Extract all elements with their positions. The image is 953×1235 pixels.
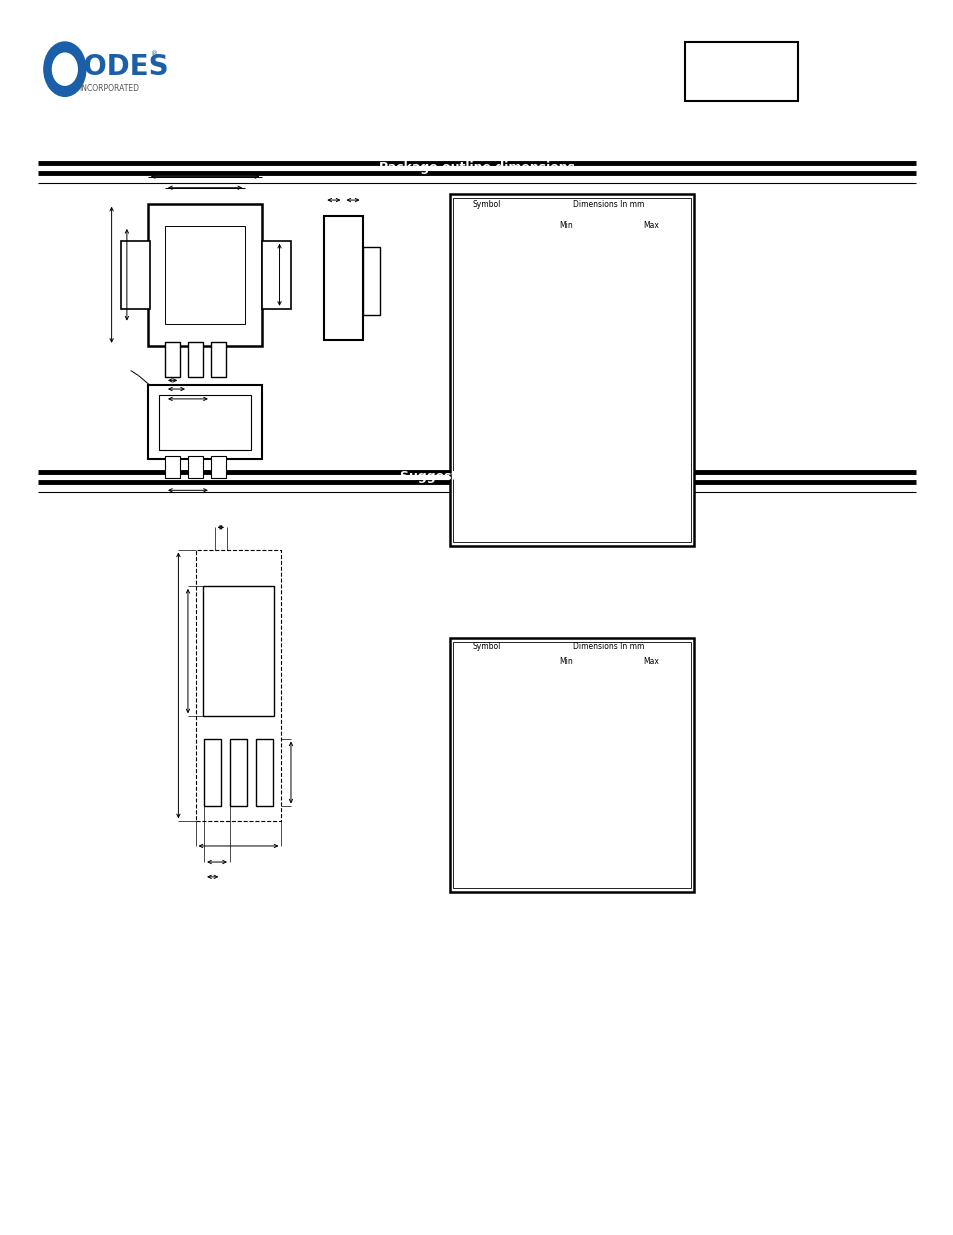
Text: Dimensions In mm: Dimensions In mm xyxy=(572,642,643,651)
Bar xyxy=(148,204,262,346)
Bar xyxy=(204,739,221,806)
Bar xyxy=(211,456,226,478)
Bar xyxy=(165,226,245,324)
Text: Package outline dimensions: Package outline dimensions xyxy=(378,162,575,174)
Circle shape xyxy=(52,53,77,85)
Bar xyxy=(203,585,274,716)
Bar xyxy=(159,395,251,450)
Text: INCORPORATED: INCORPORATED xyxy=(80,84,139,94)
Bar xyxy=(453,642,690,888)
Text: Suggested pad layout: Suggested pad layout xyxy=(400,471,553,483)
Bar xyxy=(188,456,203,478)
Bar xyxy=(362,247,379,315)
Text: Symbol: Symbol xyxy=(472,642,500,651)
Text: Min: Min xyxy=(558,221,572,230)
Bar xyxy=(121,241,150,309)
Text: DIODES: DIODES xyxy=(51,53,169,80)
Text: Symbol: Symbol xyxy=(472,200,500,209)
Circle shape xyxy=(44,42,86,96)
Bar xyxy=(262,241,291,309)
Bar xyxy=(148,385,262,459)
Bar xyxy=(450,638,693,892)
Bar xyxy=(453,198,690,542)
Bar xyxy=(255,739,273,806)
Bar xyxy=(684,42,797,101)
Bar xyxy=(188,342,203,377)
Text: Max: Max xyxy=(642,657,659,666)
Text: Min: Min xyxy=(558,657,572,666)
Text: ®: ® xyxy=(151,52,158,57)
Bar xyxy=(450,194,693,546)
Text: Dimensions In mm: Dimensions In mm xyxy=(572,200,643,209)
Bar xyxy=(324,216,362,340)
Bar xyxy=(165,456,180,478)
Bar xyxy=(230,739,247,806)
Text: Max: Max xyxy=(642,221,659,230)
Bar xyxy=(211,342,226,377)
Bar xyxy=(165,342,180,377)
